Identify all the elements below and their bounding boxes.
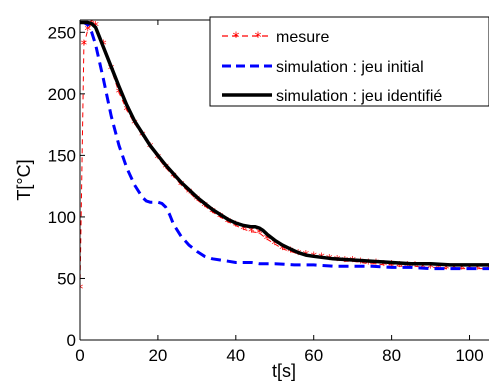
y-tick-label: 200 (48, 85, 76, 104)
mesure-point: * (217, 211, 224, 226)
legend-entry-mesure: * * mesure (222, 29, 329, 46)
ticks-layer: 0 20 40 60 80 100 0 50 100 150 200 250 (48, 20, 484, 365)
x-tick-label: 0 (75, 346, 84, 365)
series-2-line-jeu-identifie (80, 20, 489, 267)
y-tick-label: 250 (48, 23, 76, 42)
mesure-point: * (486, 263, 489, 278)
series-layer: *************** * * * * * * * * * * * * * * * * * * * * * * * * *… (77, 20, 489, 297)
series-1-line-jeu-initial (80, 21, 489, 271)
mesure-point: * (194, 194, 201, 209)
mesure-point: * (365, 258, 372, 273)
legend-label-mesure: mesure (276, 29, 329, 46)
legend-label-jeu-initial: simulation : jeu initial (276, 59, 424, 76)
x-tick-label: 80 (382, 346, 401, 365)
legend-entry-jeu-identifie: simulation : jeu identifié (222, 88, 442, 105)
mesure-point: * (162, 162, 169, 177)
mesure-point: * (116, 87, 123, 102)
mesure-point: * (186, 186, 193, 201)
x-tick-label: 60 (304, 346, 323, 365)
legend-label-jeu-identifie: simulation : jeu identifié (276, 88, 442, 105)
mesure-point: * (357, 256, 364, 271)
mesure-point: * (256, 227, 263, 242)
mesure-point: * (279, 243, 286, 258)
mesure-point: * (396, 260, 403, 275)
x-axis-label: t[s] (272, 361, 296, 381)
mesure-point: * (131, 117, 138, 132)
legend-box (209, 16, 489, 107)
legend-marker-mesure-2: * (255, 30, 262, 46)
mesure-point: * (123, 104, 130, 119)
mesure-point: * (342, 255, 349, 270)
mesure-point: * (443, 263, 450, 278)
y-tick-label: 100 (48, 208, 76, 227)
mesure-point: * (170, 170, 177, 185)
series-0-line-mesure (80, 21, 489, 289)
mesure-point: * (178, 179, 185, 194)
mesure-point: * (77, 282, 84, 297)
y-tick-label: 150 (48, 146, 76, 165)
mesure-point: * (334, 254, 341, 269)
mesure-point: * (155, 152, 162, 167)
mesure-point: * (264, 233, 271, 248)
y-axis-label: T[°C] (14, 159, 34, 200)
mesure-point: * (201, 200, 208, 215)
mesure-point: * (248, 226, 255, 241)
mesure-point: * (412, 260, 419, 275)
mesure-point: * (326, 253, 333, 268)
legend: * * mesure simulation : jeu initial simu… (209, 16, 489, 107)
mesure-point: * (451, 263, 458, 278)
mesure-point: * (458, 263, 465, 278)
mesure-point: * (209, 206, 216, 221)
legend-marker-mesure: * (233, 30, 240, 46)
mesure-point: * (466, 263, 473, 278)
mesure-point: * (233, 220, 240, 235)
mesure-point: * (381, 259, 388, 274)
x-tick-label: 20 (148, 346, 167, 365)
y-tick-label: 50 (57, 269, 76, 288)
mesure-point: * (85, 24, 92, 39)
mesure-point: * (240, 223, 247, 238)
mesure-point: * (295, 248, 302, 263)
mesure-point: * (287, 245, 294, 260)
mesure-point: * (225, 216, 232, 231)
mesure-point: * (427, 261, 434, 276)
mesure-point: * (474, 263, 481, 278)
legend-entry-jeu-initial: simulation : jeu initial (222, 59, 424, 76)
mesure-point: * (81, 39, 88, 54)
mesure-point: * (272, 238, 279, 253)
y-tick-label: 0 (67, 331, 76, 350)
x-tick-label: 40 (226, 346, 245, 365)
x-tick-label: 100 (455, 346, 483, 365)
mesure-point: * (139, 130, 146, 145)
mesure-point: * (349, 255, 356, 270)
